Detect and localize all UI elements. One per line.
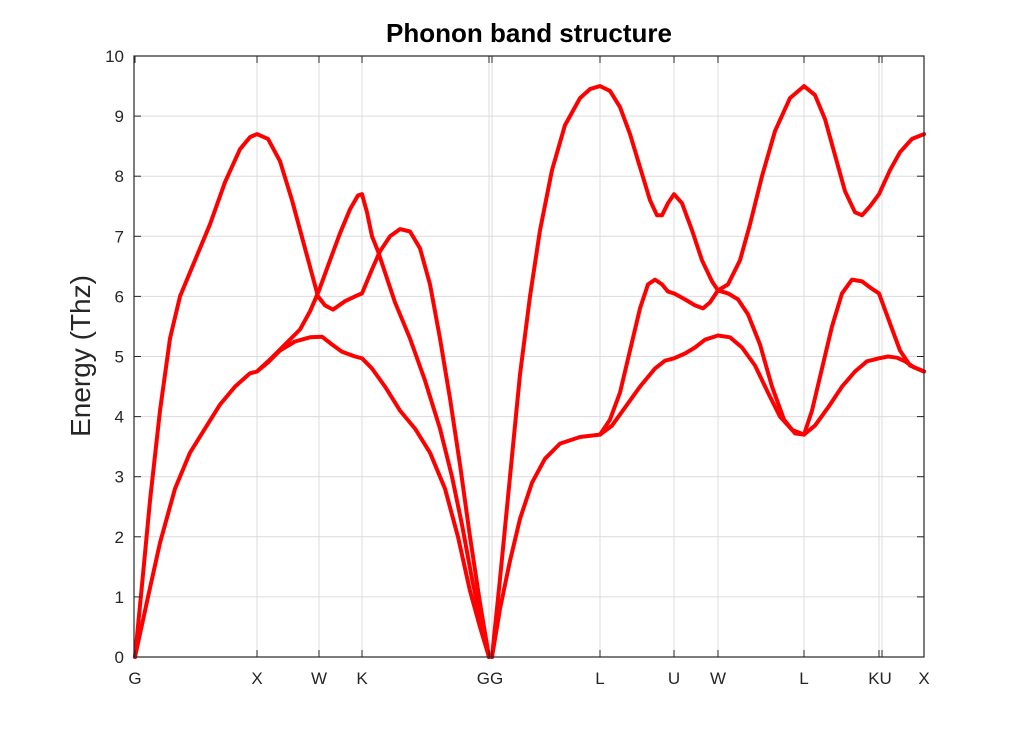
y-tick-label: 3: [115, 468, 124, 487]
x-tick-label: L: [799, 669, 808, 688]
y-tick-labels: 0 1 2 3 4 5 6 7 8 9 10: [105, 47, 124, 667]
x-tick-label: X: [251, 669, 262, 688]
y-tick-label: 6: [115, 287, 124, 306]
band-lines: [133, 84, 926, 659]
band-line: [255, 192, 491, 659]
x-tick-label: L: [595, 669, 604, 688]
y-tick-label: 10: [105, 47, 124, 66]
y-tick-label: 7: [115, 227, 124, 246]
band-line: [490, 333, 926, 659]
y-tick-label: 4: [115, 408, 124, 427]
x-tick-label: GG: [477, 669, 503, 688]
x-tick-label: W: [710, 669, 726, 688]
y-tick-label: 8: [115, 167, 124, 186]
axis-ticks: [134, 55, 925, 658]
x-tick-label: U: [668, 669, 680, 688]
y-tick-label: 1: [115, 588, 124, 607]
y-axis-label: Energy (Thz): [65, 275, 96, 437]
chart-title: Phonon band structure: [386, 18, 672, 48]
x-tick-labels: G X W K GG L U W L KU X: [128, 669, 929, 688]
x-tick-label: G: [128, 669, 141, 688]
band-line: [133, 132, 491, 659]
band-line: [490, 84, 926, 659]
y-tick-label: 5: [115, 348, 124, 367]
x-tick-label: W: [311, 669, 327, 688]
band-line: [133, 334, 491, 659]
band-line: [598, 277, 926, 437]
x-tick-label: KU: [868, 669, 892, 688]
y-tick-label: 0: [115, 648, 124, 667]
y-tick-label: 9: [115, 107, 124, 126]
y-tick-label: 2: [115, 528, 124, 547]
x-tick-label: X: [918, 669, 929, 688]
x-tick-label: K: [356, 669, 368, 688]
